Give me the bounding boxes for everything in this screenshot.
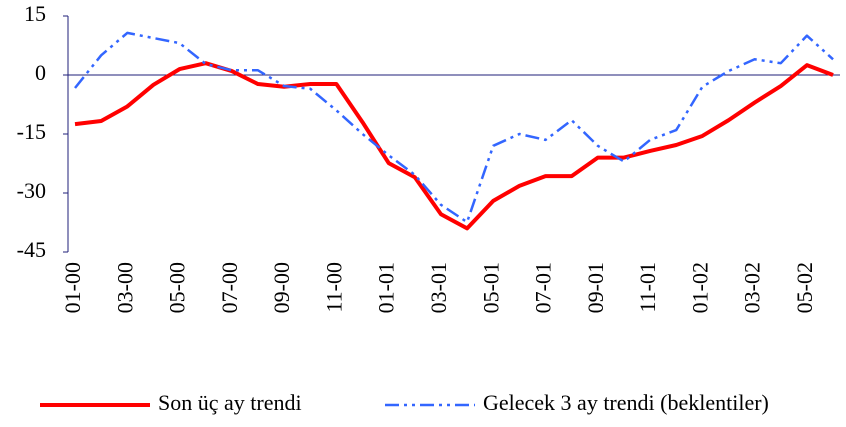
- y-tick-label: -15: [17, 119, 46, 144]
- x-tick-label: 05-00: [165, 262, 190, 313]
- y-tick-label: -30: [17, 178, 46, 203]
- x-tick-label: 03-01: [426, 262, 451, 313]
- x-tick-label: 09-00: [269, 262, 294, 313]
- x-tick-label: 01-02: [687, 262, 712, 313]
- x-tick-label: 11-00: [321, 262, 346, 313]
- legend-label: Gelecek 3 ay trendi (beklentiler): [483, 390, 769, 415]
- y-tick-label: -45: [17, 237, 46, 262]
- x-tick-label: 01-00: [60, 262, 85, 313]
- series-line: [74, 31, 834, 224]
- x-tick-label: 07-01: [531, 262, 556, 313]
- series-line: [74, 61, 834, 231]
- x-tick-label: 09-01: [583, 262, 608, 313]
- x-tick-label: 05-01: [478, 262, 503, 313]
- y-tick-label: 0: [35, 60, 46, 85]
- x-tick-label: 05-02: [792, 262, 817, 313]
- x-tick-label: 03-02: [740, 262, 765, 313]
- x-tick-label: 01-01: [374, 262, 399, 313]
- y-tick-label: 15: [24, 1, 46, 26]
- x-tick-label: 11-01: [635, 262, 660, 313]
- x-tick-label: 03-00: [112, 262, 137, 313]
- x-tick-label: 07-00: [217, 262, 242, 313]
- legend-label: Son üç ay trendi: [158, 390, 302, 415]
